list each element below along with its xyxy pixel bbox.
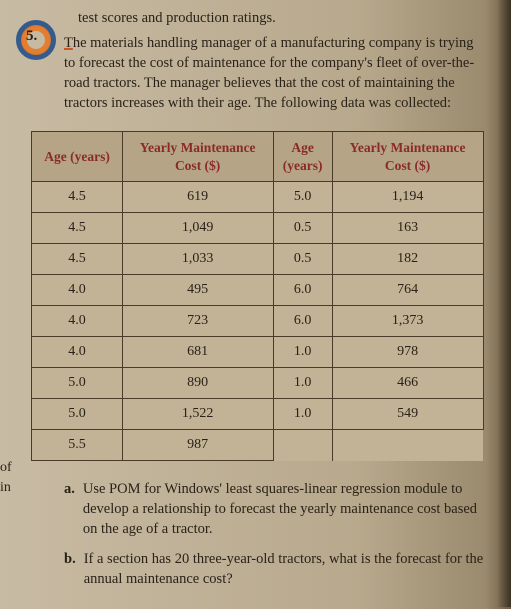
- problem-first-letter: T: [64, 35, 73, 51]
- question-a-text: Use POM for Windows' least squares-linea…: [83, 479, 487, 539]
- table-row: 4.51,0490.5163: [32, 213, 483, 244]
- question-a-label: a.: [64, 479, 75, 539]
- col-cost-2: Yearly Maintenance Cost ($): [332, 132, 483, 182]
- col-cost-1: Yearly Maintenance Cost ($): [122, 132, 273, 182]
- col-age-1: Age (years): [32, 132, 122, 182]
- problem-number: 5.: [26, 28, 37, 45]
- table-row: 5.01,5221.0549: [32, 399, 483, 430]
- question-b-text: If a section has 20 three-year-old tract…: [84, 549, 487, 589]
- table-row: 4.51,0330.5182: [32, 244, 483, 275]
- table-row: 4.06811.0978: [32, 337, 483, 368]
- problem-text: The materials handling manager of a manu…: [64, 33, 485, 113]
- left-margin-fragment: of in: [0, 458, 12, 497]
- table-row: 5.08901.0466: [32, 368, 483, 399]
- table-row: 4.04956.0764: [32, 275, 483, 306]
- table-row: 5.5987: [32, 430, 483, 461]
- problem-body: he materials handling manager of a manuf…: [64, 35, 474, 111]
- table-row: 4.56195.01,194: [32, 182, 483, 213]
- table-row: 4.07236.01,373: [32, 306, 483, 337]
- question-b-label: b.: [64, 549, 76, 589]
- book-binding-shadow: [497, 0, 511, 607]
- top-partial-line: test scores and production ratings.: [78, 10, 493, 27]
- question-b: b. If a section has 20 three-year-old tr…: [64, 549, 487, 589]
- col-age-2: Age (years): [273, 132, 332, 182]
- question-a: a. Use POM for Windows' least squares-li…: [64, 479, 487, 539]
- data-table: Age (years) Yearly Maintenance Cost ($) …: [31, 131, 483, 461]
